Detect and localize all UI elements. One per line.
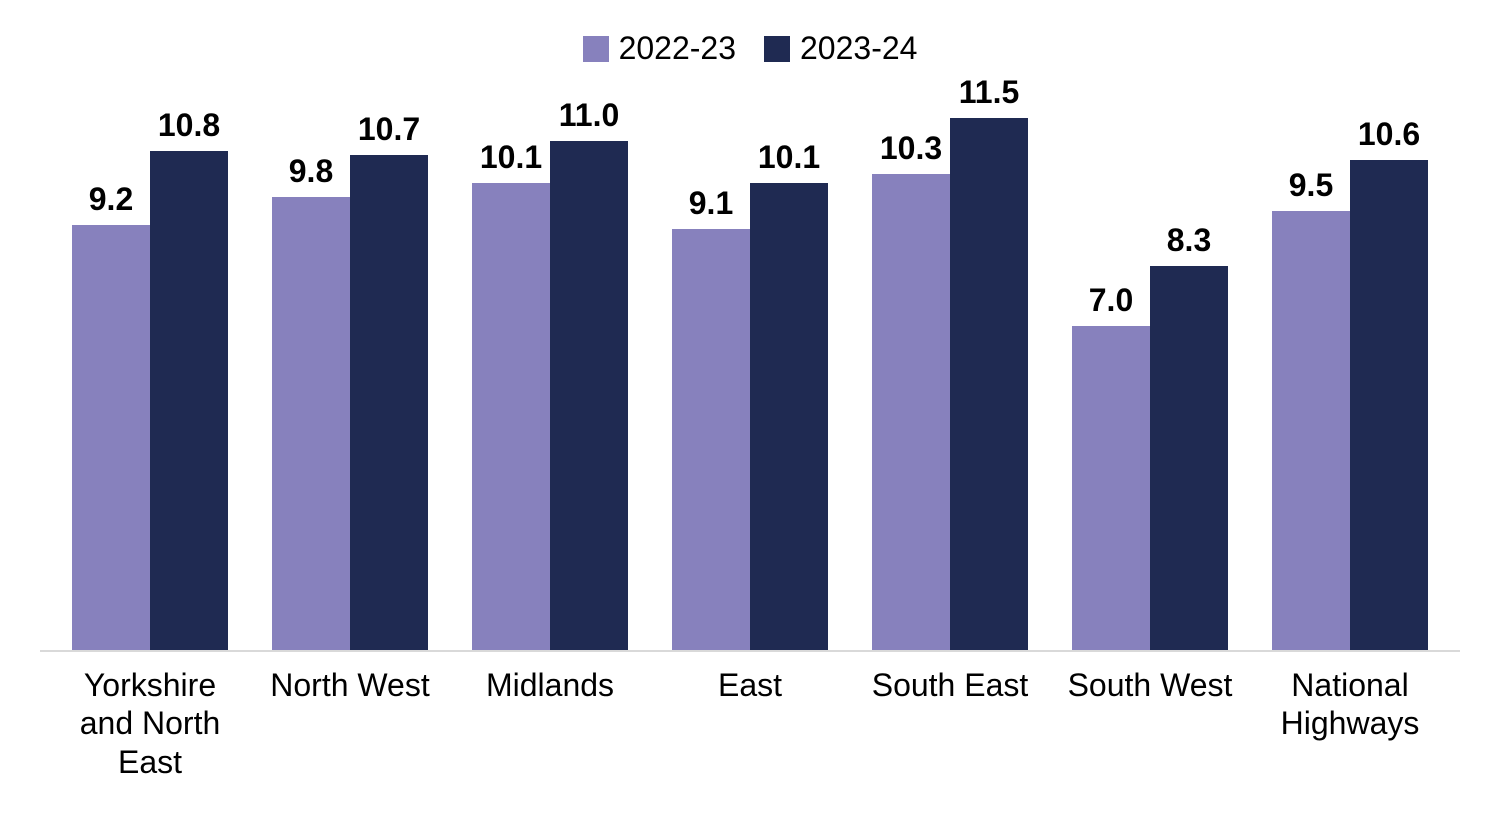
bar-2023-24: 10.1: [750, 183, 828, 650]
x-axis-label: East: [650, 666, 850, 781]
bar-value-label: 10.1: [480, 139, 542, 176]
grouped-bar-chart: 2022-23 2023-24 9.210.89.810.710.111.09.…: [0, 0, 1500, 839]
bar-value-label: 10.8: [158, 107, 220, 144]
legend-swatch: [764, 36, 790, 62]
x-axis-label: North West: [250, 666, 450, 781]
legend-label: 2023-24: [800, 30, 917, 67]
bar-group: 10.311.5: [850, 118, 1050, 650]
bar-group: 9.210.8: [50, 151, 250, 651]
legend-item-2023-24: 2023-24: [764, 30, 917, 67]
bar-2022-23: 7.0: [1072, 326, 1150, 650]
bar-value-label: 10.1: [758, 139, 820, 176]
x-axis-label: South West: [1050, 666, 1250, 781]
bar-group: 9.110.1: [650, 183, 850, 650]
legend-item-2022-23: 2022-23: [583, 30, 736, 67]
bar-value-label: 9.1: [689, 185, 733, 222]
plot-area: 9.210.89.810.710.111.09.110.110.311.57.0…: [40, 97, 1460, 652]
bar-2023-24: 10.8: [150, 151, 228, 651]
bar-2023-24: 10.6: [1350, 160, 1428, 650]
bar-2023-24: 8.3: [1150, 266, 1228, 650]
bar-value-label: 9.8: [289, 153, 333, 190]
bar-group: 9.510.6: [1250, 160, 1450, 650]
x-axis-label: South East: [850, 666, 1050, 781]
bar-value-label: 11.0: [559, 97, 620, 134]
bar-2022-23: 9.2: [72, 225, 150, 651]
bar-2023-24: 11.0: [550, 141, 628, 650]
x-axis: Yorkshire and North EastNorth WestMidlan…: [40, 652, 1460, 781]
x-axis-label: Yorkshire and North East: [50, 666, 250, 781]
bar-value-label: 10.7: [358, 111, 420, 148]
bar-2022-23: 10.3: [872, 174, 950, 650]
bar-2022-23: 9.5: [1272, 211, 1350, 650]
legend-swatch: [583, 36, 609, 62]
legend-label: 2022-23: [619, 30, 736, 67]
legend: 2022-23 2023-24: [40, 20, 1460, 97]
bar-value-label: 8.3: [1167, 222, 1211, 259]
bar-2023-24: 11.5: [950, 118, 1028, 650]
bar-group: 7.08.3: [1050, 266, 1250, 650]
bar-group: 9.810.7: [250, 155, 450, 650]
bar-value-label: 7.0: [1089, 282, 1133, 319]
bar-group: 10.111.0: [450, 141, 650, 650]
bar-value-label: 10.3: [880, 130, 942, 167]
bar-value-label: 9.2: [89, 181, 133, 218]
bar-2022-23: 10.1: [472, 183, 550, 650]
bar-2022-23: 9.8: [272, 197, 350, 650]
bar-value-label: 10.6: [1358, 116, 1420, 153]
x-axis-label: Midlands: [450, 666, 650, 781]
bar-2022-23: 9.1: [672, 229, 750, 650]
x-axis-label: National Highways: [1250, 666, 1450, 781]
bar-value-label: 11.5: [959, 74, 1020, 111]
bar-2023-24: 10.7: [350, 155, 428, 650]
bar-value-label: 9.5: [1289, 167, 1333, 204]
